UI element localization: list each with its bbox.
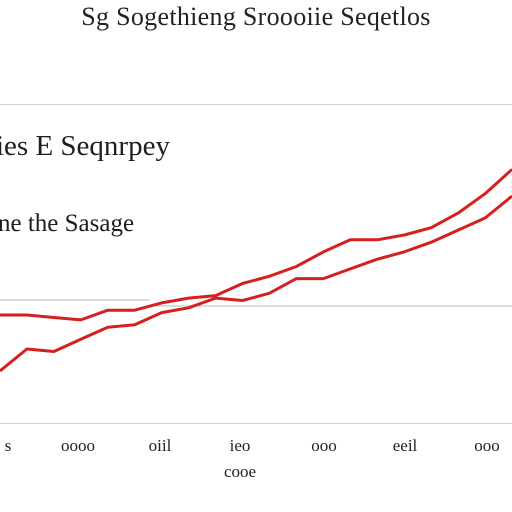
series-line-2 bbox=[0, 194, 512, 373]
chart-subtitle-2: ne the Sasage bbox=[0, 210, 135, 237]
x-tick-label: s bbox=[4, 436, 12, 455]
x-tick-label: oiil bbox=[148, 436, 172, 455]
plot-area bbox=[0, 104, 512, 424]
x-tick-label: ieo bbox=[229, 436, 251, 455]
x-tick-label: oooo bbox=[61, 436, 95, 455]
chart-subtitle-1: ies E Seqnrpey bbox=[0, 130, 170, 162]
x-tick-label: ooo bbox=[311, 436, 337, 455]
series-line-1 bbox=[0, 168, 512, 322]
x-tick-label: ooo bbox=[474, 436, 500, 455]
chart-title: Sg Sogethieng Sroooiie Seqetlos bbox=[81, 2, 431, 31]
x-tick-label: eeil bbox=[392, 436, 418, 455]
x-axis-label: cooe bbox=[223, 462, 257, 481]
